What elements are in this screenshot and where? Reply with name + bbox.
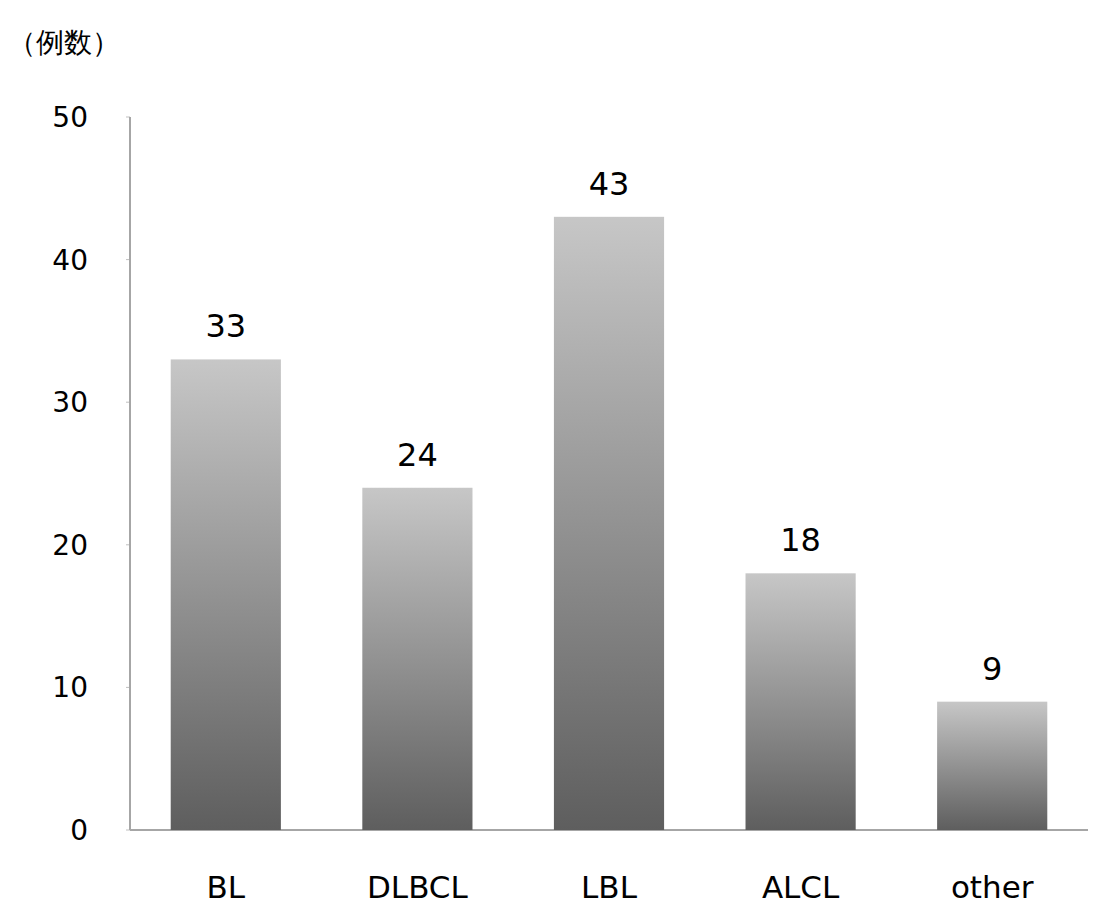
data-label: 18 [780,521,821,559]
chart-container: （例数） 0 10 20 30 40 50 33 BL 24 DLBCL 43 LBL 18 ALCL 9 ot… [0,0,1115,920]
y-tick-label: 0 [70,814,88,847]
x-tick-label: LBL [581,869,638,905]
y-tick-label: 20 [52,529,88,562]
bar [937,702,1047,830]
data-label: 24 [397,436,438,474]
bars [171,217,1048,830]
bar [171,359,281,830]
data-label: 9 [982,650,1002,688]
x-tick-label: ALCL [762,869,840,905]
chart-svg: （例数） 0 10 20 30 40 50 33 BL 24 DLBCL 43 LBL 18 ALCL 9 ot… [0,0,1115,920]
y-tick-label: 10 [52,671,88,704]
x-tick-label: other [951,869,1034,905]
data-label: 43 [589,165,630,203]
x-tick-label: DLBCL [367,869,469,905]
x-tick-label: BL [207,869,246,905]
bar [746,573,856,830]
y-axis-line [129,117,131,830]
bar [362,488,472,830]
data-label: 33 [205,307,246,345]
bar [554,217,664,830]
y-tick-label: 30 [52,386,88,419]
y-axis-label: （例数） [8,26,120,59]
y-tick-label: 40 [52,244,88,277]
y-tick-label: 50 [52,101,88,134]
